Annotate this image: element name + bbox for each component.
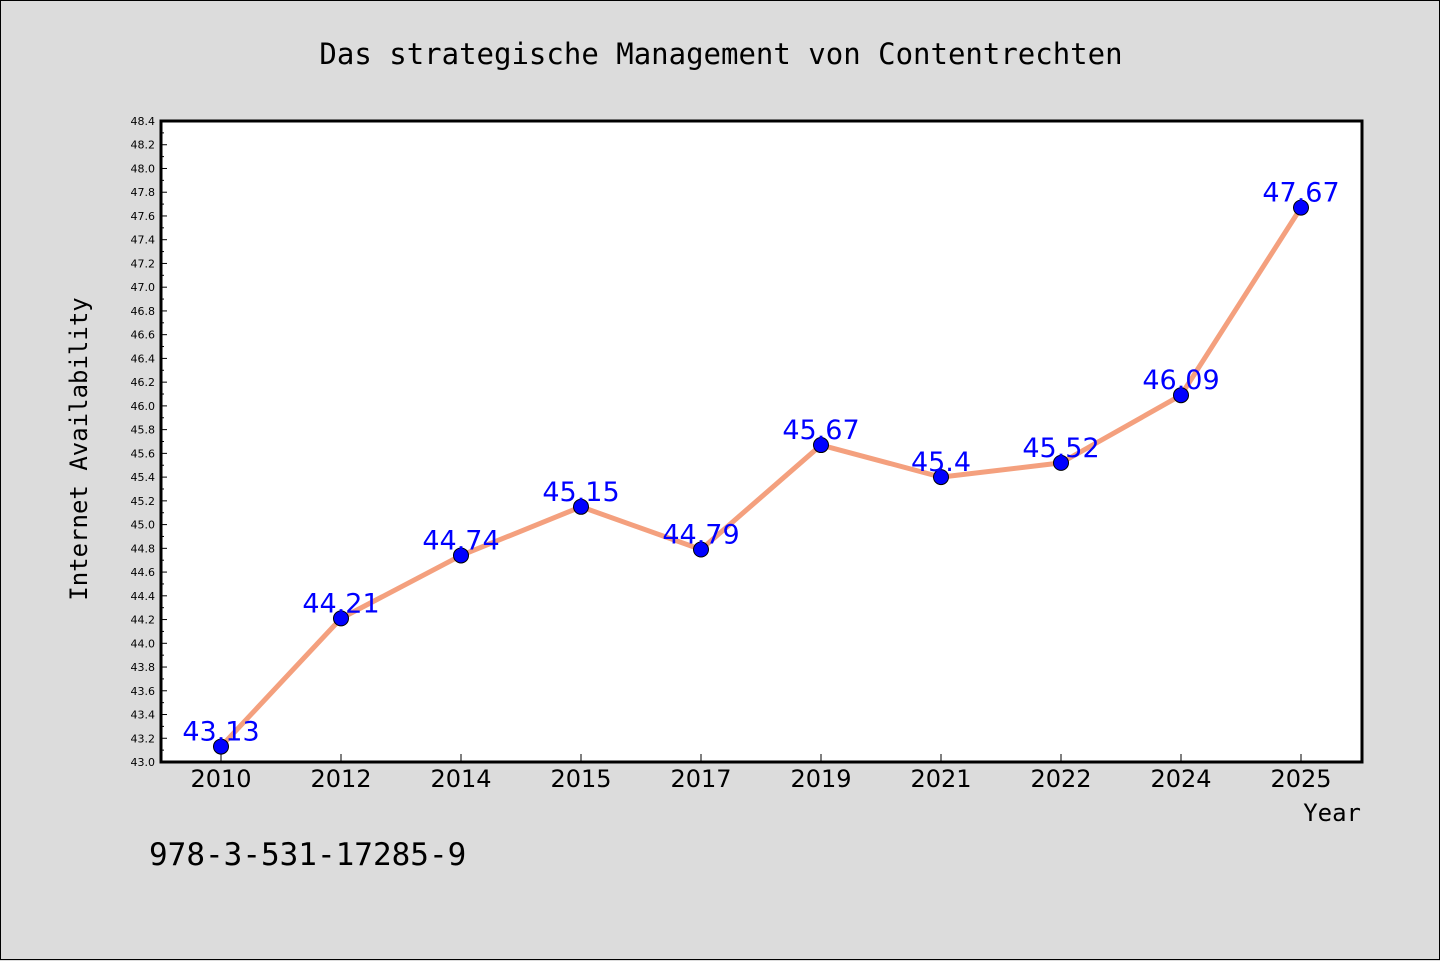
data-value-label: 45.15 xyxy=(542,477,619,508)
series-line xyxy=(218,205,1304,750)
data-value-label: 43.13 xyxy=(182,717,259,748)
y-axis-label: Internet Availability xyxy=(65,297,93,600)
y-tick-label: 44.0 xyxy=(131,637,156,650)
data-value-label: 44.21 xyxy=(302,588,379,619)
x-axis-label: Year xyxy=(1303,799,1361,827)
x-tick-label: 2019 xyxy=(790,765,851,793)
data-point-marker xyxy=(933,469,949,486)
y-tick-label: 45.8 xyxy=(131,424,156,437)
y-tick-label: 45.4 xyxy=(131,471,156,484)
data-point-marker xyxy=(1293,199,1309,216)
data-point-marker xyxy=(573,498,589,515)
data-point-marker xyxy=(333,610,349,627)
y-tick-label: 48.0 xyxy=(131,162,156,175)
data-value-label: 47.67 xyxy=(1262,178,1339,209)
y-tick-label: 44.6 xyxy=(131,566,156,579)
y-tick-label: 47.4 xyxy=(131,234,156,247)
y-tick-label: 46.4 xyxy=(131,352,156,365)
series-line-group xyxy=(218,205,1304,750)
data-value-label: 44.74 xyxy=(422,525,499,556)
y-tick-label: 44.2 xyxy=(131,614,156,627)
data-value-label: 46.09 xyxy=(1142,365,1219,396)
data-markers xyxy=(213,199,1309,755)
y-tick-label: 46.2 xyxy=(131,376,156,389)
isbn-footer: 978-3-531-17285-9 xyxy=(149,837,466,873)
y-tick-label: 43.4 xyxy=(131,709,156,722)
x-tick-label: 2012 xyxy=(310,765,371,793)
x-tick-label: 2024 xyxy=(1150,765,1211,793)
data-point-marker xyxy=(1173,387,1189,404)
y-tick-label: 45.0 xyxy=(131,519,156,532)
x-tick-label: 2025 xyxy=(1270,765,1331,793)
y-tick-label: 45.2 xyxy=(131,495,156,508)
x-tick-label: 2015 xyxy=(550,765,611,793)
y-tick-label: 46.8 xyxy=(131,305,156,318)
y-tick-label: 43.2 xyxy=(131,732,156,745)
data-value-label: 45.4 xyxy=(911,447,971,478)
y-tick-label: 47.8 xyxy=(131,186,156,199)
y-tick-label: 43.0 xyxy=(131,756,156,769)
chart-title: Das strategische Management von Contentr… xyxy=(319,37,1122,71)
data-point-marker xyxy=(213,738,229,755)
y-tick-label: 48.4 xyxy=(131,115,156,128)
data-point-marker xyxy=(453,547,469,564)
data-value-label: 45.52 xyxy=(1022,433,1099,464)
x-tick-label: 2014 xyxy=(430,765,491,793)
data-point-marker xyxy=(813,437,829,454)
x-tick-label: 2010 xyxy=(190,765,251,793)
plot-area xyxy=(159,119,1364,764)
y-tick-label: 46.6 xyxy=(131,329,156,342)
data-point-marker xyxy=(693,541,709,558)
x-tick-label: 2022 xyxy=(1030,765,1091,793)
data-value-label: 45.67 xyxy=(782,415,859,446)
y-axis-ticks: 43.0 43.2 43.4 43.6 43.8 44.0 44.2 44.4 44.6 44.8… xyxy=(131,115,167,769)
y-tick-label: 44.8 xyxy=(131,542,156,555)
data-labels: 43.13 44.21 44.74 45.15 44.79 45.67 45.4 45.52 4… xyxy=(182,178,1339,748)
x-tick-label: 2021 xyxy=(910,765,971,793)
x-tick-label: 2017 xyxy=(670,765,731,793)
y-tick-label: 43.8 xyxy=(131,661,156,674)
y-tick-label: 45.6 xyxy=(131,447,156,460)
y-tick-label: 48.2 xyxy=(131,139,156,152)
y-tick-label: 47.2 xyxy=(131,257,156,270)
y-tick-label: 44.4 xyxy=(131,590,156,603)
y-tick-label: 46.0 xyxy=(131,400,156,413)
x-axis-ticks: 2010 2012 2014 2015 2017 2019 2021 2022 2024 2025 xyxy=(190,754,1332,793)
data-value-label: 44.79 xyxy=(662,520,739,551)
y-tick-label: 47.6 xyxy=(131,210,156,223)
data-point-marker xyxy=(1053,454,1069,471)
y-tick-label: 43.6 xyxy=(131,685,156,698)
y-tick-label: 47.0 xyxy=(131,281,156,294)
